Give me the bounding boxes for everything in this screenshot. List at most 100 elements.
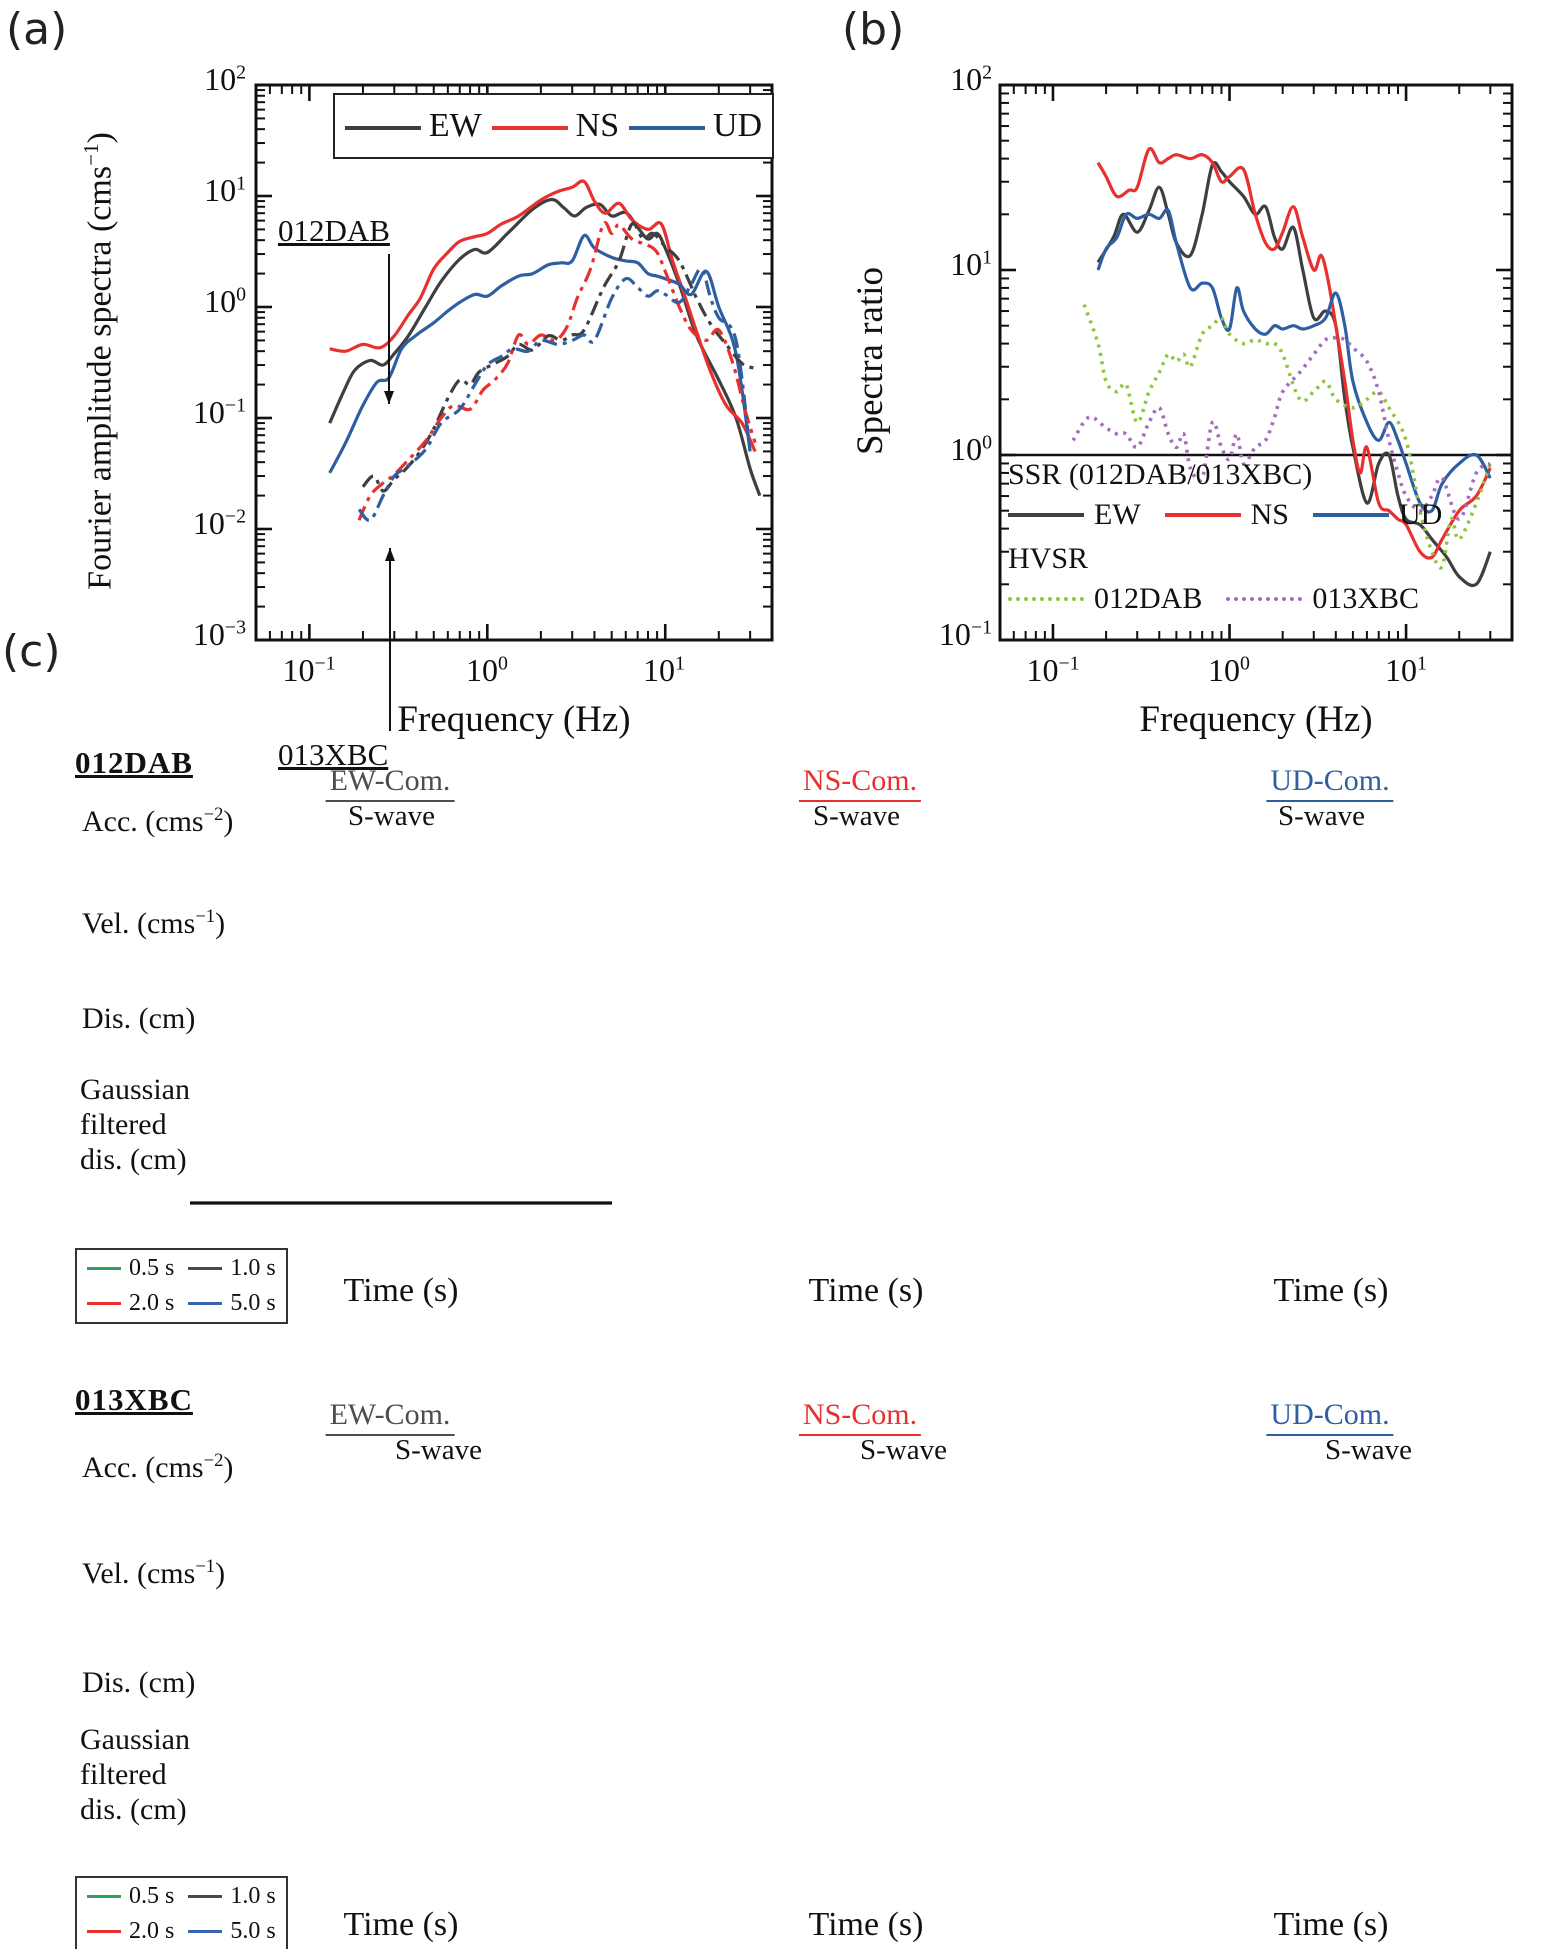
panel-b-xtick-1e0: 100: [1208, 652, 1250, 688]
ns-label: NS: [575, 107, 620, 144]
legend-entry-20s: 2.0 s: [87, 1918, 174, 1945]
period-50s-label: 5.0 s: [230, 1918, 276, 1944]
column-header-ud-013XBC: UD-Com.: [1266, 1398, 1394, 1436]
period-20s-line-sample: [87, 1930, 121, 1933]
ud-label: UD: [713, 107, 763, 144]
column-header-ew-013XBC: EW-Com.: [325, 1398, 455, 1436]
legend-entry-10s: 1.0 s: [188, 1883, 276, 1910]
period-05s-label: 0.5 s: [129, 1255, 175, 1281]
panel-b-legend: SSR (012DAB/013XBC) EW NS UD HVSR 012DAB…: [1008, 458, 1456, 626]
gaussian-label-line2: filtered: [80, 1758, 167, 1791]
period-20s-label: 2.0 s: [129, 1918, 175, 1944]
station-name-012DAB: 012DAB: [75, 745, 193, 780]
time-axis-title-ns-013XBC: Time (s): [808, 1906, 924, 1943]
period-05s-line-sample: [87, 1267, 121, 1270]
period-50s-line-sample: [188, 1930, 223, 1933]
panel-b-ytick-1e1: 101: [950, 246, 992, 282]
gaussian-label-line1: Gaussian: [80, 1723, 190, 1756]
panel-a-annotation-013XBC: 013XBC: [278, 737, 389, 772]
ssr-legend-row: EW NS UD: [1008, 498, 1456, 532]
panel-a-annotation-012DAB: 012DAB: [278, 213, 390, 248]
series-012dab-ns: [329, 179, 757, 453]
panel-b-ytick-1e0: 100: [950, 431, 992, 467]
legend-entry-10s: 1.0 s: [188, 1255, 276, 1282]
series-ssr-ud: [1096, 207, 1492, 514]
row-label-acc-013XBC: Acc. (cms−2): [82, 1450, 234, 1484]
series-013xbc-ew: [361, 221, 756, 493]
panel-a-xtick-1e0: 100: [466, 652, 508, 688]
gaussian-label-line3: dis. (cm): [80, 1143, 187, 1176]
panel-a-ytick-1e1: 101: [204, 172, 246, 208]
period-20s-label: 2.0 s: [129, 1290, 175, 1316]
column-header-ns-013XBC: NS-Com.: [798, 1398, 922, 1436]
ew-line-sample: [344, 126, 421, 131]
panel-a-x-axis-title: Frequency (Hz): [397, 699, 631, 740]
panel-a-plot: [254, 83, 774, 642]
period-05s-line-sample: [87, 1895, 121, 1898]
hvsr-legend-row: 012DAB 013XBC: [1008, 582, 1456, 616]
panel-a-ytick-1e2: 102: [204, 61, 246, 97]
period-10s-line-sample: [188, 1267, 223, 1270]
column-header-ew-012DAB: EW-Com.: [325, 764, 455, 802]
hvsr-012dab-label: 012DAB: [1094, 582, 1203, 615]
ssr-ns-line-sample: [1164, 513, 1241, 517]
panel-b-xtick-1e1: 101: [1385, 652, 1427, 688]
period-10s-label: 1.0 s: [230, 1883, 276, 1909]
legend-entry-50s: 5.0 s: [188, 1918, 276, 1945]
ew-label: EW: [428, 107, 482, 144]
panel-b-plot: [998, 83, 1514, 642]
panel-a-ylabel-sup: −1: [79, 143, 103, 166]
ssr-ns-label: NS: [1250, 498, 1289, 531]
panel-b-y-axis-title: Spectra ratio: [850, 267, 891, 455]
ssr-ew-line-sample: [1008, 513, 1084, 517]
gaussian-label-line3: dis. (cm): [80, 1793, 187, 1826]
panel-b-xtick-1e-1: 10−1: [1026, 652, 1080, 688]
period-10s-label: 1.0 s: [230, 1255, 276, 1281]
arrow-012DAB-head: [384, 391, 394, 404]
panel-a-ytick-1e-2: 10−2: [192, 505, 246, 541]
ud-line-sample: [629, 126, 705, 131]
row-label-vel-012DAB: Vel. (cms−1): [82, 906, 226, 940]
hvsr-012dab-line-sample: [1008, 597, 1084, 601]
row-label-vel-013XBC: Vel. (cms−1): [82, 1556, 226, 1590]
swave-label-ns-012DAB: S-wave: [813, 800, 900, 832]
ns-line-sample: [491, 126, 568, 131]
swave-label-ew-012DAB: S-wave: [348, 800, 435, 832]
panel-a-xtick-1e-1: 10−1: [282, 652, 336, 688]
ssr-legend-title: SSR (012DAB/013XBC): [1008, 458, 1313, 491]
row-label-dis-012DAB: Dis. (cm): [82, 1002, 196, 1035]
hvsr-013xbc-label: 013XBC: [1312, 582, 1420, 615]
time-axis-title-ew-013XBC: Time (s): [343, 1906, 459, 1943]
series-013xbc-ud: [357, 267, 752, 523]
panel-a-ytick-1e-3: 10−3: [192, 616, 246, 652]
hvsr-legend-title: HVSR: [1008, 542, 1089, 575]
column-header-ns-012DAB: NS-Com.: [798, 764, 922, 802]
gaussian-period-legend-012DAB: 0.5 s 1.0 s 2.0 s 5.0 s: [75, 1248, 288, 1324]
period-50s-label: 5.0 s: [230, 1290, 276, 1316]
series-ssr-ns: [1096, 146, 1492, 560]
arrow-013XBC-head: [385, 548, 395, 561]
panel-a-y-axis-title: Fourier amplitude spectra (cms−1): [79, 81, 125, 641]
time-axis-title-ud-012DAB: Time (s): [1273, 1272, 1389, 1309]
panel-b-x-axis-title: Frequency (Hz): [1139, 699, 1373, 740]
hvsr-013xbc-line-sample: [1226, 597, 1303, 601]
legend-entry-05s: 0.5 s: [87, 1255, 174, 1282]
panel-b-ytick-1e2: 102: [950, 61, 992, 97]
swave-label-ud-012DAB: S-wave: [1278, 800, 1365, 832]
period-50s-line-sample: [188, 1302, 223, 1305]
ssr-ud-line-sample: [1313, 513, 1389, 517]
series-013xbc-ns: [357, 221, 757, 521]
station-name-013XBC: 013XBC: [75, 1382, 193, 1417]
legend-entry-ns: NS: [491, 107, 620, 145]
panel-a-ylabel-close: ): [81, 132, 119, 144]
row-label-acc-012DAB: Acc. (cms−2): [82, 804, 234, 838]
legend-entry-20s: 2.0 s: [87, 1290, 174, 1317]
row-label-gaussian-012DAB: Gaussian filtered dis. (cm): [80, 1072, 190, 1177]
gaussian-label-line2: filtered: [80, 1108, 167, 1141]
row-label-dis-013XBC: Dis. (cm): [82, 1666, 196, 1699]
row-label-gaussian-013XBC: Gaussian filtered dis. (cm): [80, 1722, 190, 1827]
legend-entry-ew: EW: [344, 107, 482, 145]
